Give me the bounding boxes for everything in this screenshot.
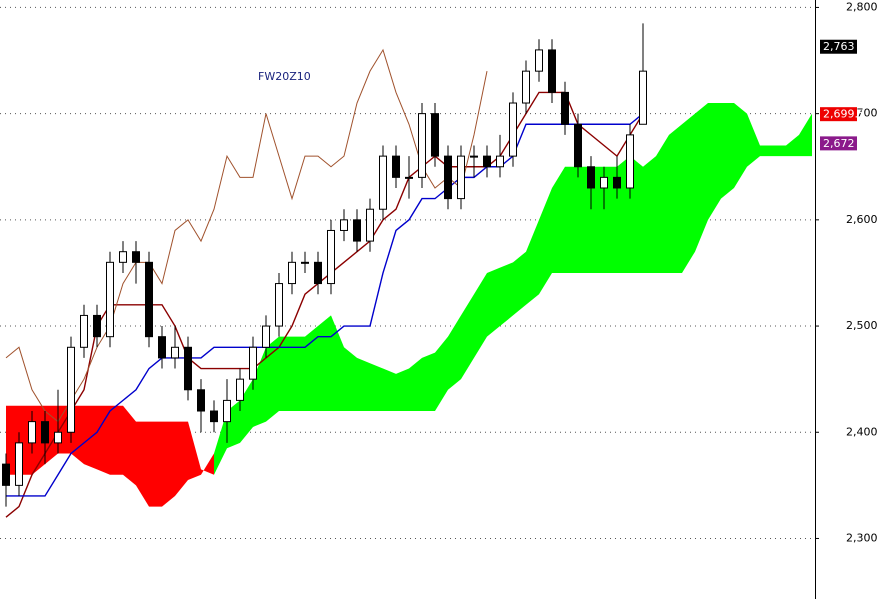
candle-body — [353, 219, 361, 242]
candle-body — [548, 49, 556, 93]
price-label: 2,699.5 — [823, 108, 865, 121]
candle-body — [145, 261, 153, 338]
candle-body — [483, 155, 491, 168]
candle-body — [197, 389, 205, 412]
candle-body — [574, 123, 582, 168]
candle-body — [600, 176, 608, 189]
candle-body — [418, 113, 426, 178]
candle-body — [561, 91, 569, 125]
candle-body — [366, 208, 374, 242]
candle-body — [80, 314, 88, 348]
candle-body — [249, 346, 257, 380]
candle-body — [379, 155, 387, 210]
cloud-bullish — [214, 103, 812, 475]
price-label: 2,763 — [823, 40, 855, 53]
candle-body — [2, 463, 10, 486]
candle-body — [535, 49, 543, 72]
price-label: 2,672 — [823, 137, 855, 150]
candle-body — [184, 346, 192, 391]
price-label-box — [820, 136, 857, 151]
candle-body — [288, 261, 296, 285]
candle-body — [327, 229, 335, 285]
y-tick-label: 2,500 — [846, 319, 878, 332]
candle-body — [236, 378, 244, 401]
indicator-line — [6, 113, 644, 497]
candle-body — [54, 431, 62, 444]
candle-body — [444, 155, 452, 200]
candle-body — [132, 251, 140, 263]
candle-body — [275, 283, 283, 327]
candle-body — [93, 314, 101, 338]
indicator-line — [5, 48, 488, 423]
price-label-box — [820, 107, 857, 122]
y-tick-label: 2,600 — [846, 213, 878, 226]
candle-body — [509, 102, 517, 157]
price-label-box — [820, 39, 857, 54]
candle-body — [262, 325, 270, 348]
candle-body — [15, 442, 23, 486]
candle-body — [171, 346, 179, 359]
candle-body — [639, 70, 647, 125]
candle-body — [496, 155, 504, 168]
candle-body — [210, 410, 218, 423]
y-tick-label: 2,800 — [846, 0, 878, 13]
candle-body — [301, 261, 309, 264]
y-tick-label: 2,300 — [846, 531, 878, 544]
candle-body — [67, 346, 75, 433]
candle-body — [470, 155, 478, 158]
candle-body — [340, 219, 348, 231]
candle-body — [613, 176, 621, 189]
candle-body — [223, 399, 231, 423]
candle-body — [314, 261, 322, 285]
chart-title: FW20Z10 — [258, 70, 311, 83]
candle-body — [158, 336, 166, 359]
candle-body — [522, 70, 530, 104]
candle-body — [106, 261, 114, 338]
candle-body — [587, 166, 595, 189]
candle-body — [457, 155, 465, 200]
candle-body — [431, 113, 439, 157]
candle-body — [392, 155, 400, 178]
candle-body — [119, 251, 127, 263]
candle-body — [626, 134, 634, 189]
y-tick-label: 2,400 — [846, 425, 878, 438]
candle-body — [405, 176, 413, 179]
candle-body — [28, 421, 36, 444]
candle-body — [41, 421, 49, 444]
